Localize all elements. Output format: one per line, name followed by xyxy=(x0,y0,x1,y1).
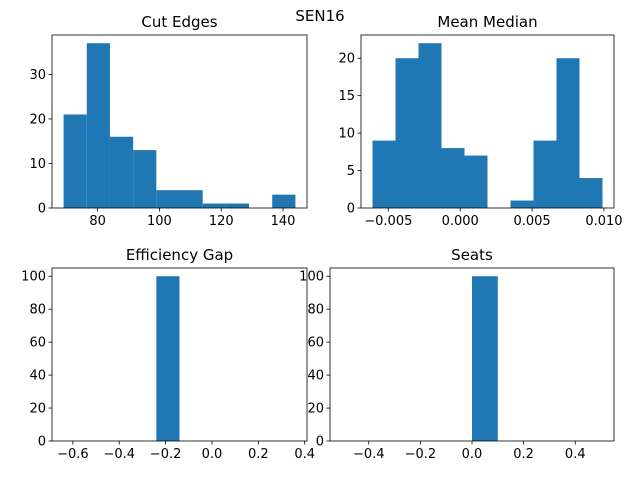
y-tick-label: 80 xyxy=(29,303,46,318)
axes-title: Mean Median xyxy=(437,13,537,31)
x-tick-label: 120 xyxy=(209,214,234,229)
axes-title: Cut Edges xyxy=(141,13,217,31)
x-tick-label: 0.000 xyxy=(442,214,479,229)
y-tick-label: 30 xyxy=(29,68,46,83)
bar xyxy=(272,194,296,208)
bar xyxy=(109,136,134,208)
y-tick-label: 20 xyxy=(338,52,355,67)
x-tick-label: 0.010 xyxy=(585,214,622,229)
y-tick-label: 20 xyxy=(307,402,324,417)
x-tick-label: −0.6 xyxy=(57,447,89,462)
y-tick-label: 20 xyxy=(29,402,46,417)
y-tick-label: 100 xyxy=(299,270,324,285)
bar xyxy=(225,203,250,208)
y-tick-label: 0 xyxy=(38,202,46,217)
y-tick-label: 40 xyxy=(307,369,324,384)
y-tick-label: 15 xyxy=(338,89,355,104)
axes-frame xyxy=(51,267,308,442)
bar xyxy=(202,203,226,208)
bar xyxy=(510,200,534,208)
x-tick-label: 0.4 xyxy=(565,447,586,462)
x-tick-label: 0.0 xyxy=(202,447,223,462)
bar xyxy=(156,276,180,441)
x-tick-label: −0.005 xyxy=(364,214,412,229)
axes-title: Efficiency Gap xyxy=(126,246,233,264)
bar xyxy=(556,58,580,209)
bar xyxy=(464,155,488,208)
y-tick-label: 100 xyxy=(21,270,46,285)
bar xyxy=(418,43,442,208)
x-tick-label: 100 xyxy=(147,214,172,229)
axes-title: Seats xyxy=(451,246,493,264)
y-tick-label: 5 xyxy=(347,164,355,179)
x-tick-label: −0.4 xyxy=(103,447,135,462)
x-tick-label: 0.0 xyxy=(462,447,483,462)
x-tick-label: −0.2 xyxy=(405,447,437,462)
x-tick-label: 80 xyxy=(89,214,106,229)
x-tick-label: 0.4 xyxy=(294,447,315,462)
x-tick-label: 0.2 xyxy=(248,447,269,462)
bar xyxy=(579,178,603,208)
y-tick-label: 80 xyxy=(307,303,324,318)
x-tick-label: −0.4 xyxy=(353,447,385,462)
y-tick-label: 0 xyxy=(38,435,46,450)
y-tick-label: 0 xyxy=(316,435,324,450)
x-tick-label: 140 xyxy=(271,214,296,229)
y-tick-label: 0 xyxy=(347,202,355,217)
bar xyxy=(372,140,396,208)
bar xyxy=(133,150,157,208)
x-tick-label: −0.2 xyxy=(150,447,182,462)
y-tick-label: 60 xyxy=(307,336,324,351)
y-tick-label: 40 xyxy=(29,369,46,384)
bar xyxy=(179,190,203,208)
bar xyxy=(472,276,498,441)
bar xyxy=(63,114,87,208)
y-tick-label: 10 xyxy=(29,157,46,172)
y-tick-label: 60 xyxy=(29,336,46,351)
y-tick-label: 20 xyxy=(29,112,46,127)
axes-frame xyxy=(51,34,308,209)
x-tick-label: 0.2 xyxy=(513,447,534,462)
axes-frame xyxy=(329,267,615,442)
axes-frame xyxy=(360,34,615,209)
bar xyxy=(395,58,419,209)
bar xyxy=(533,140,557,208)
y-tick-label: 10 xyxy=(338,127,355,142)
bar xyxy=(441,148,465,208)
bar xyxy=(86,43,110,208)
figure-title: SEN16 xyxy=(295,7,344,25)
bar xyxy=(156,190,180,208)
x-tick-label: 0.005 xyxy=(513,214,550,229)
